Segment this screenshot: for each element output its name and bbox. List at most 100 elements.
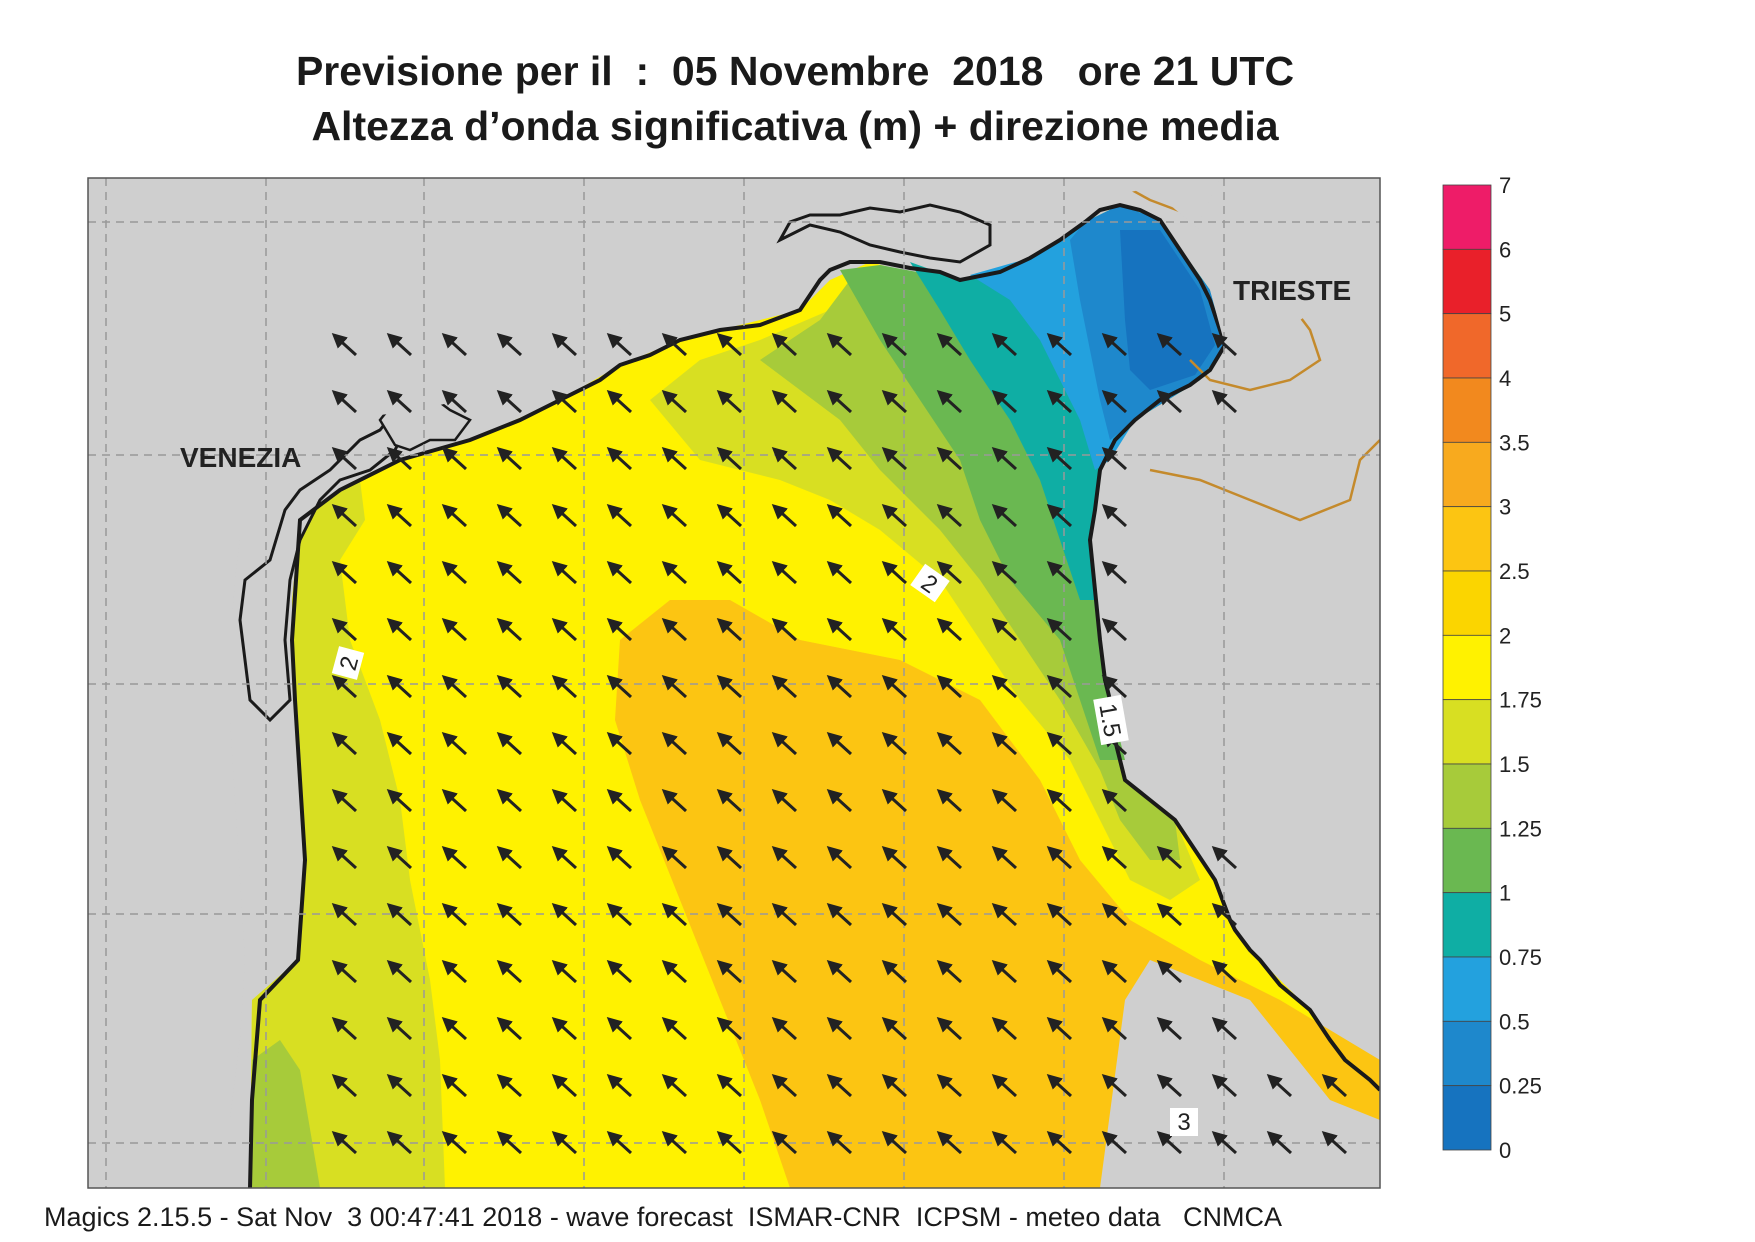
direction-arrow [881, 503, 908, 528]
border-line-east [1149, 439, 1380, 522]
direction-arrow [716, 446, 743, 471]
direction-arrow [716, 959, 743, 984]
direction-arrow [936, 674, 963, 699]
direction-arrow [771, 332, 798, 357]
direction-arrow [661, 845, 688, 870]
direction-arrow [331, 731, 358, 756]
direction-arrow [826, 1130, 853, 1155]
direction-arrow [936, 389, 963, 414]
direction-arrow [716, 1073, 743, 1098]
direction-arrow [441, 332, 468, 357]
direction-arrow [1101, 959, 1128, 984]
legend-tick-label: 0.75 [1499, 945, 1542, 970]
direction-arrow [441, 959, 468, 984]
direction-arrow [826, 1016, 853, 1041]
direction-arrow [1101, 560, 1128, 585]
direction-arrow [1101, 332, 1128, 357]
direction-arrow [496, 332, 523, 357]
direction-arrow [496, 902, 523, 927]
legend-tick-label: 0.25 [1499, 1074, 1542, 1099]
direction-arrow [496, 389, 523, 414]
direction-arrow [661, 902, 688, 927]
direction-arrow [826, 332, 853, 357]
direction-arrow [1211, 902, 1238, 927]
direction-arrow [716, 1130, 743, 1155]
direction-arrow [881, 1016, 908, 1041]
direction-arrow [496, 1130, 523, 1155]
direction-arrow [936, 503, 963, 528]
direction-arrow [1101, 1130, 1128, 1155]
direction-arrow [496, 1073, 523, 1098]
direction-arrow [1046, 389, 1073, 414]
direction-arrow [771, 731, 798, 756]
direction-arrow [606, 731, 633, 756]
contour-label: 1.5 [1093, 701, 1125, 739]
direction-arrow [551, 1016, 578, 1041]
direction-arrow [331, 788, 358, 813]
direction-arrow [771, 959, 798, 984]
direction-arrow [936, 902, 963, 927]
city-label-venezia: VENEZIA [180, 442, 301, 473]
direction-arrow [386, 1130, 413, 1155]
direction-arrow [661, 1016, 688, 1041]
direction-arrow [606, 845, 633, 870]
direction-arrow [881, 788, 908, 813]
direction-arrow [331, 617, 358, 642]
legend-tick-label: 2.5 [1499, 559, 1530, 584]
map-frame [87, 177, 1381, 1189]
direction-arrow [386, 446, 413, 471]
direction-arrow [1101, 674, 1128, 699]
direction-arrow [386, 674, 413, 699]
legend-tick-label: 2 [1499, 623, 1511, 648]
direction-arrow [826, 1073, 853, 1098]
direction-arrow [386, 788, 413, 813]
direction-arrow [1046, 1073, 1073, 1098]
direction-arrow [936, 845, 963, 870]
direction-arrow [551, 845, 578, 870]
coastline [248, 202, 1380, 1188]
direction-arrow [1046, 674, 1073, 699]
contour-label-box-1: 2 [910, 563, 950, 603]
legend-tick-label: 3 [1499, 495, 1511, 520]
direction-arrow [661, 1130, 688, 1155]
direction-arrow [551, 1130, 578, 1155]
direction-arrow [936, 560, 963, 585]
direction-arrow [771, 902, 798, 927]
direction-arrow [606, 1016, 633, 1041]
legend-swatch [1442, 827, 1492, 894]
direction-arrow [1046, 731, 1073, 756]
legend-tick-label: 1.75 [1499, 688, 1542, 713]
direction-arrow [1046, 959, 1073, 984]
legend-swatch [1442, 377, 1492, 443]
direction-arrow [826, 959, 853, 984]
legend-swatch [1442, 441, 1492, 508]
legend-swatch [1442, 313, 1492, 379]
friuli-coast-outline [776, 203, 992, 264]
legend-swatch [1442, 1020, 1492, 1087]
legend-swatch [1442, 506, 1492, 572]
direction-arrow [826, 674, 853, 699]
direction-arrow [716, 1016, 743, 1041]
direction-arrow [881, 1130, 908, 1155]
legend-tick-label: 5 [1499, 302, 1511, 327]
legend-swatch [1442, 570, 1492, 636]
direction-arrow [1046, 1016, 1073, 1041]
direction-arrow [1101, 1073, 1128, 1098]
direction-arrow [441, 674, 468, 699]
direction-arrow [1046, 845, 1073, 870]
color-legend: 7 6 5 4 3.5 3 2.5 2 1.75 1.5 1.25 1 0.75 0.5 0.25 0 [1442, 173, 1542, 1163]
direction-arrow [386, 332, 413, 357]
direction-arrow [881, 332, 908, 357]
direction-arrow [551, 959, 578, 984]
legend-swatch [1442, 1085, 1492, 1151]
direction-arrow [716, 674, 743, 699]
direction-arrow [936, 446, 963, 471]
direction-arrow [936, 332, 963, 357]
direction-arrow [771, 1130, 798, 1155]
direction-arrow [716, 560, 743, 585]
direction-arrow [1156, 389, 1183, 414]
direction-arrow [826, 446, 853, 471]
direction-arrow [606, 503, 633, 528]
direction-arrow [1156, 1073, 1183, 1098]
direction-arrow [441, 446, 468, 471]
